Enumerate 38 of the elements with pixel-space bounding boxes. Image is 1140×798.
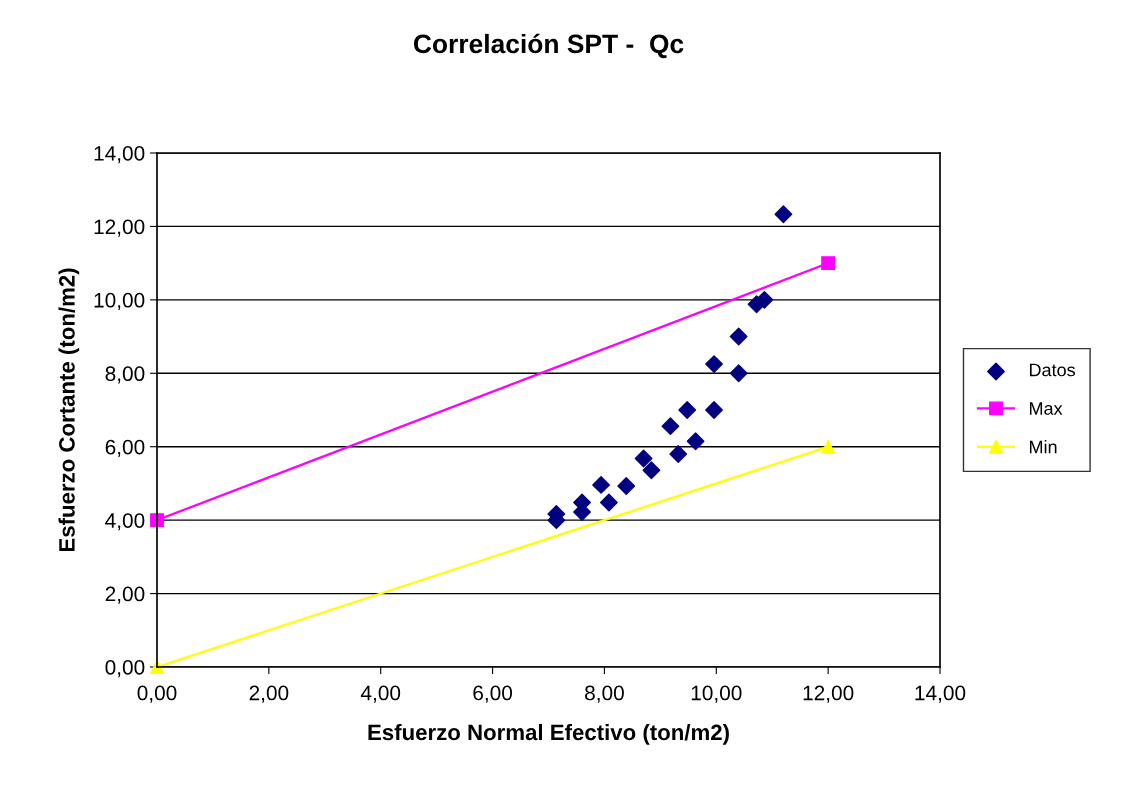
y-tick-label: 14,00 <box>94 146 145 164</box>
point <box>686 432 705 451</box>
y-tick-label: 6,00 <box>105 439 145 457</box>
x-axis-title: Esfuerzo Normal Efectivo (ton/m2) <box>368 723 729 745</box>
x-tick-label: 10,00 <box>691 685 742 703</box>
point <box>705 401 723 419</box>
point <box>705 355 723 374</box>
y-tick-label: 0,00 <box>105 660 145 678</box>
point <box>661 417 680 436</box>
point <box>729 364 748 383</box>
y-tick-label: 10,00 <box>94 292 145 311</box>
point <box>592 475 610 494</box>
x-tick-label: 0,00 <box>137 685 177 703</box>
y-tick-label: 12,00 <box>94 219 145 237</box>
chart-title: Correlación SPT - Qc <box>413 33 684 59</box>
legend-label: Min <box>1029 440 1057 454</box>
point <box>617 477 636 495</box>
x-tick-label: 4,00 <box>360 685 401 703</box>
point <box>821 439 836 454</box>
point <box>599 493 618 512</box>
x-tick-label: 2,00 <box>249 685 289 703</box>
point <box>678 401 697 419</box>
point <box>669 445 688 463</box>
legend-label: Max <box>1029 402 1063 415</box>
x-tick-label: 8,00 <box>585 685 624 703</box>
legend-label: Datos <box>1029 363 1075 377</box>
x-tick-label: 14,00 <box>915 685 966 703</box>
point <box>642 461 661 480</box>
x-tick-label: 6,00 <box>473 685 513 703</box>
y-tick-label: 8,00 <box>105 366 145 384</box>
point <box>729 327 748 346</box>
point <box>634 449 653 468</box>
x-tick-label: 12,00 <box>803 685 854 703</box>
y-tick-label: 2,00 <box>105 586 145 604</box>
point <box>774 205 793 224</box>
point <box>821 256 836 271</box>
y-tick-label: 4,00 <box>105 513 145 531</box>
y-axis-title: Esfuerzo Cortante (ton/m2) <box>58 268 80 552</box>
